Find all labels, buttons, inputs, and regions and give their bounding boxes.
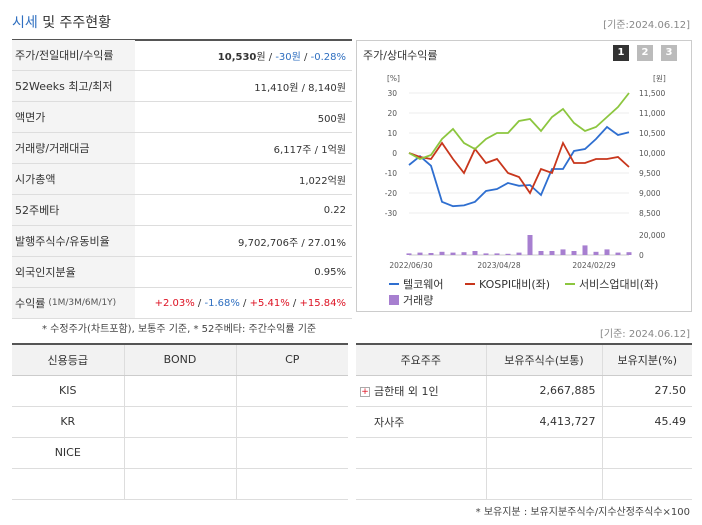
chart-panel: 주가/상대수익률 1 2 3 [%] [원] 30 20 10 0 -10 -20 -30 11,…: [356, 40, 692, 312]
page-title: 시세 및 주주현황: [12, 15, 112, 31]
legend-volume: 거래량: [389, 292, 433, 308]
legend-service: 서비스업대비(좌): [565, 276, 658, 292]
stock-chart: [%] [원] 30 20 10 0 -10 -20 -30 11,500 11,000 10,500…: [385, 74, 666, 270]
legend-stock-swatch: [389, 283, 399, 285]
x-tick-label: 2024/02/29: [572, 261, 615, 270]
volume-bar: [450, 252, 456, 255]
kospi-line: [408, 140, 630, 195]
left-tick-label: 20: [387, 109, 397, 118]
chart-page-3-button[interactable]: 3: [661, 45, 677, 61]
shareholder-name: 자사주: [356, 406, 486, 438]
left-axis-unit: [%]: [387, 74, 400, 83]
volume-bar: [505, 253, 511, 255]
volume-bar: [560, 249, 566, 255]
left-tick-label: -30: [385, 209, 397, 218]
right-tick-label: 9,500: [639, 169, 661, 178]
quote-row-price: 주가/전일대비/수익률 10,530원 / -30원 / -0.28%: [12, 40, 352, 71]
table-row: [356, 437, 692, 469]
table-row: [356, 468, 692, 500]
volume-tick-label: 20,000: [639, 231, 665, 240]
table-row: 자사주 4,413,727 45.49: [356, 406, 692, 438]
right-tick-label: 9,000: [639, 189, 661, 198]
legend-volume-swatch: [389, 295, 399, 305]
legend-stock: 텔코웨어: [389, 276, 443, 292]
right-tick-label: 11,500: [639, 89, 665, 98]
left-tick-label: 10: [387, 129, 397, 138]
right-tick-label: 11,000: [639, 109, 665, 118]
quote-note: * 수정주가(차트포함), 보통주 기준, * 52주베타: 주간수익률 기준: [42, 324, 317, 335]
shareholder-note: * 보유지분 : 보유지분주식수/지수산정주식수×100: [475, 507, 690, 518]
volume-bar: [582, 245, 588, 255]
volume-bar: [428, 253, 434, 255]
table-row: [12, 468, 348, 500]
right-tick-label: 8,500: [639, 209, 661, 218]
table-row: KIS: [12, 375, 348, 407]
quote-row-market-cap: 시가총액 1,022억원: [12, 164, 352, 195]
volume-bar: [604, 249, 610, 255]
quote-row-beta: 52주베타 0.22: [12, 195, 352, 226]
legend-kospi-swatch: [465, 283, 475, 285]
right-tick-label: 10,000: [639, 149, 665, 158]
volume-bar: [439, 251, 445, 255]
left-tick-label: 0: [392, 149, 397, 158]
left-tick-label: -20: [385, 189, 397, 198]
shareholder-header-name: 주요주주: [356, 345, 486, 376]
volume-bar: [615, 252, 621, 255]
volume-tick-label: 0: [639, 251, 644, 260]
stock-line: [408, 125, 630, 208]
expand-icon[interactable]: +: [360, 386, 370, 397]
table-row: NICE: [12, 437, 348, 469]
reference-date: [기준:2024.06.12]: [603, 20, 690, 31]
chart-title: 주가/상대수익률: [363, 49, 438, 62]
quote-row-volume: 거래량/거래대금 6,117주 / 1억원: [12, 133, 352, 164]
chart-page-1-button[interactable]: 1: [613, 45, 629, 61]
quote-row-52weeks: 52Weeks 최고/최저 11,410원 / 8,140원: [12, 71, 352, 102]
quote-row-shares: 발행주식수/유동비율 9,702,706주 / 27.01%: [12, 226, 352, 257]
volume-bar: [516, 252, 522, 255]
shareholder-table: 주요주주 보유주식수(보통) 보유지분(%) + 금한태 외 1인 2,667,8…: [356, 345, 692, 500]
volume-bar: [538, 251, 544, 255]
left-tick-label: 30: [387, 89, 397, 98]
quote-table: 주가/전일대비/수익률 10,530원 / -30원 / -0.28% 52We…: [12, 40, 352, 319]
legend-kospi: KOSPI대비(좌): [465, 276, 550, 292]
credit-header-bond: BOND: [123, 345, 236, 376]
service-line: [408, 92, 630, 160]
right-axis-unit: [원]: [653, 74, 666, 83]
x-tick-label: 2022/06/30: [389, 261, 432, 270]
volume-bar: [494, 253, 500, 255]
right-tick-label: 10,500: [639, 129, 665, 138]
volume-bar: [472, 251, 478, 255]
shareholder-header-shares: 보유주식수(보통): [485, 345, 602, 376]
volume-bar: [483, 253, 489, 255]
divider: [12, 39, 352, 41]
volume-bar: [549, 251, 555, 255]
quote-row-foreign: 외국인지분율 0.95%: [12, 257, 352, 288]
volume-bar: [593, 251, 599, 255]
credit-header-cp: CP: [235, 345, 348, 376]
shareholder-name[interactable]: 금한태 외 1인: [374, 384, 439, 398]
quote-row-par-value: 액면가 500원: [12, 102, 352, 133]
credit-header-rating: 신용등급: [12, 345, 124, 376]
volume-bar: [571, 251, 577, 255]
left-tick-label: -10: [385, 169, 397, 178]
legend-service-swatch: [565, 283, 575, 285]
credit-rating-table: 신용등급 BOND CP KIS KR NICE: [12, 345, 348, 500]
volume-bar: [527, 235, 533, 255]
volume-bar: [417, 252, 423, 255]
volume-bar: [626, 252, 632, 255]
volume-bar: [406, 253, 412, 255]
x-tick-label: 2023/04/28: [477, 261, 520, 270]
table-row: + 금한태 외 1인 2,667,885 27.50: [356, 375, 692, 407]
table-row: KR: [12, 406, 348, 438]
reference-date-2: [기준: 2024.06.12]: [599, 329, 690, 340]
chart-page-2-button[interactable]: 2: [637, 45, 653, 61]
quote-row-returns: 수익률 (1M/3M/6M/1Y) +2.03% / -1.68% / +5.41…: [12, 288, 352, 319]
volume-bar: [461, 252, 467, 255]
shareholder-header-pct: 보유지분(%): [601, 345, 692, 376]
